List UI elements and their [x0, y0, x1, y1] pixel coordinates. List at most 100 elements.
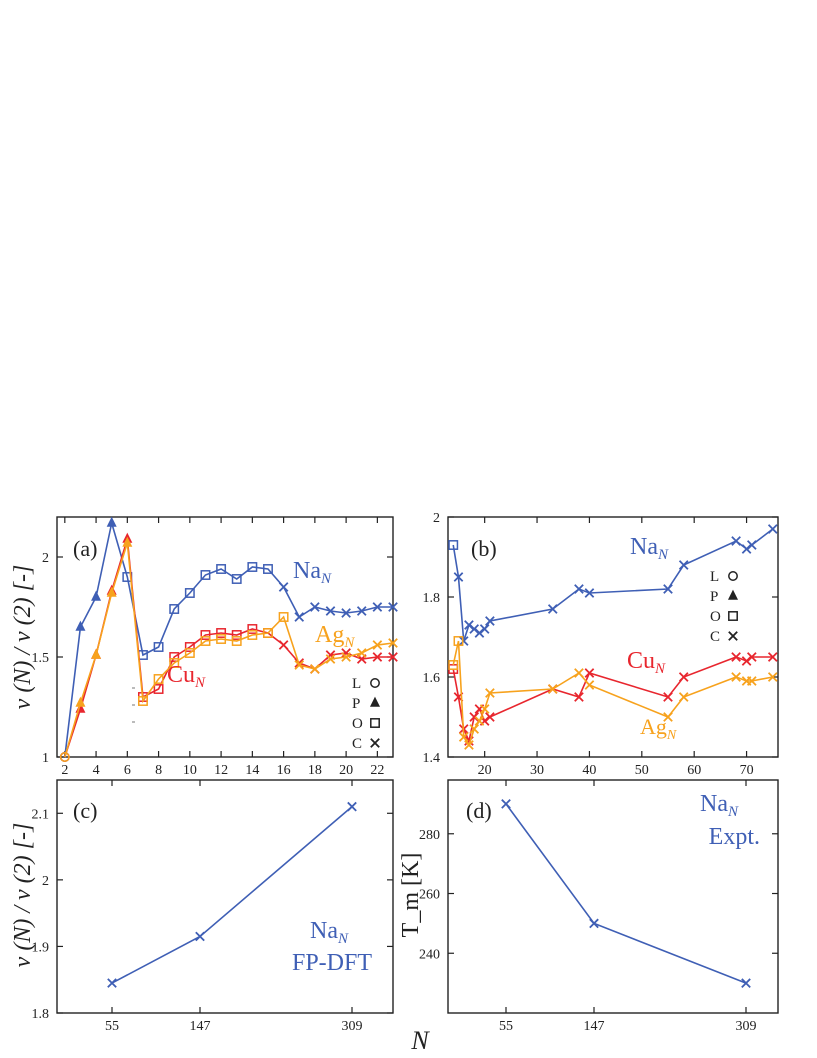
- y-tick-label: 2: [42, 551, 49, 566]
- panel-label-c: (c): [73, 798, 97, 823]
- data-point-na: [91, 590, 102, 601]
- data-point-na: [501, 799, 511, 809]
- legend-label: L: [710, 569, 719, 585]
- data-point-na: [479, 624, 490, 634]
- data-point-cu: [574, 692, 584, 702]
- legend-label: O: [710, 609, 721, 625]
- data-point-cu: [247, 624, 258, 634]
- series-label-ag: AgN: [315, 622, 355, 651]
- data-point-ag: [458, 732, 469, 742]
- x-tick-label: 16: [277, 763, 291, 778]
- x-tick-label: 309: [342, 1019, 363, 1034]
- series-line-cu: [452, 656, 773, 744]
- series-label-na: NaN: [310, 918, 349, 947]
- x-tick-label: 22: [370, 763, 384, 778]
- data-point-cu: [184, 642, 195, 652]
- data-point-ag: [278, 612, 289, 622]
- plot-frame: [447, 779, 779, 1014]
- data-point-na: [278, 582, 289, 592]
- x-tick-label: 20: [339, 763, 353, 778]
- legend-label: P: [352, 696, 360, 712]
- data-point-ag: [91, 648, 102, 659]
- y-tick-label: 1.4: [423, 751, 441, 766]
- legend-label: L: [352, 676, 361, 692]
- data-point-na: [584, 588, 595, 598]
- data-point-ag: [663, 712, 673, 722]
- data-point-na: [589, 918, 599, 929]
- y-tick-label: 1.5: [32, 651, 50, 666]
- annotation-method: FP-DFT: [292, 950, 372, 976]
- data-point-na: [200, 570, 211, 580]
- data-point-na: [746, 540, 757, 550]
- data-point-ag: [474, 716, 485, 726]
- data-point-ag: [106, 586, 117, 597]
- data-point-cu: [584, 668, 595, 678]
- data-point-ag: [574, 668, 584, 678]
- data-point-ag: [75, 696, 86, 707]
- x-tick-label: 4: [93, 763, 100, 778]
- legend-marker: [727, 589, 739, 600]
- data-point-ag: [200, 636, 211, 646]
- data-point-ag: [138, 696, 148, 706]
- data-point-na: [153, 642, 164, 652]
- y-tick-label: 2: [42, 874, 49, 889]
- data-point-ag: [464, 740, 474, 750]
- x-tick-label: 20: [478, 763, 492, 778]
- series-line-na: [452, 528, 774, 642]
- y-tick-label: 2.1: [32, 807, 50, 822]
- data-point-ag: [547, 684, 558, 694]
- data-point-ag: [731, 672, 741, 682]
- data-point-cu: [153, 684, 164, 694]
- legend-label: P: [710, 589, 718, 605]
- series-line-ag: [452, 640, 773, 747]
- data-point-ag: [356, 648, 367, 658]
- data-point-cu: [663, 692, 673, 702]
- x-tick-label: 10: [183, 763, 197, 778]
- data-point-ag: [294, 660, 305, 670]
- x-tick-label: 30: [530, 763, 544, 778]
- data-point-ag: [584, 680, 595, 690]
- data-point-ag: [448, 660, 459, 670]
- data-point-ag: [469, 724, 480, 734]
- x-tick-label: 40: [582, 763, 596, 778]
- x-tick-label: 12: [214, 763, 228, 778]
- data-point-ag: [216, 634, 227, 644]
- x-tick-label: 2: [61, 763, 68, 778]
- data-point-na: [325, 606, 336, 616]
- annotation-method: Expt.: [709, 824, 760, 850]
- data-point-na: [767, 524, 778, 534]
- data-point-cu: [372, 652, 383, 662]
- data-point-cu: [767, 652, 778, 662]
- data-point-cu: [746, 652, 757, 662]
- legend-marker: [370, 738, 380, 748]
- y-tick-label: 1: [42, 751, 49, 766]
- x-tick-label: 8: [155, 763, 162, 778]
- data-point-ag: [388, 638, 398, 648]
- series-label-na: NaN: [293, 558, 332, 587]
- y-tick-label: 260: [419, 888, 440, 903]
- data-point-ag: [453, 636, 464, 646]
- data-point-cu: [485, 712, 495, 722]
- data-point-ag: [746, 676, 757, 686]
- data-point-ag: [263, 628, 273, 638]
- data-point-ag: [341, 652, 351, 662]
- legend-label: O: [352, 716, 363, 732]
- data-point-ag: [169, 658, 180, 668]
- data-point-na: [485, 616, 495, 626]
- data-point-na: [453, 572, 464, 582]
- data-point-cu: [325, 650, 336, 660]
- data-point-ag: [479, 704, 490, 714]
- data-point-cu: [216, 628, 227, 638]
- legend-marker: [369, 696, 381, 707]
- data-point-ag: [485, 688, 495, 698]
- x-tick-label: 309: [736, 1019, 757, 1034]
- data-point-cu: [731, 652, 741, 662]
- data-point-ag: [372, 640, 383, 650]
- data-point-ag: [231, 636, 242, 646]
- y-axis-label-c: v (N) / v (2) [-]: [10, 823, 36, 968]
- data-point-na: [741, 978, 751, 988]
- y-axis-label-d: T_m [K]: [398, 853, 424, 938]
